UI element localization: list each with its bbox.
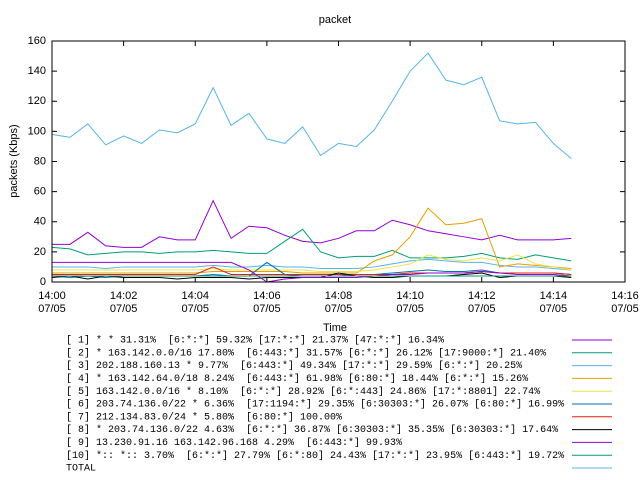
legend-label: [ 1] * * 31.31% [6:*:*] 59.32% [17:*:*] … [66,335,444,347]
x-tick-date: 07/05 [253,303,281,315]
y-tick-label: 140 [28,65,46,77]
x-tick-date: 07/05 [396,303,424,315]
y-tick-label: 40 [34,216,46,228]
y-tick-label: 60 [34,186,46,198]
legend-label: [10] *:: *:: 3.70% [6:*:*] 27.79% [6:*:8… [66,450,564,462]
legend-label: [ 2] * 163.142.0.0/16 17.80% [6:443:*] 3… [66,347,546,359]
series-line [52,199,572,248]
series-line [52,258,572,271]
series-line [52,261,572,283]
x-tick-label: 14:04 [181,290,209,302]
legend-label: TOTAL [66,464,96,475]
y-axis-label: packets (Kbps) [8,124,20,197]
x-tick-date: 07/05 [325,303,353,315]
y-tick-label: 80 [34,155,46,167]
x-tick-label: 14:14 [540,290,568,302]
y-tick-label: 160 [28,35,46,47]
legend-label: [ 6] 203.74.136.0/22 * 6.36% [17:1194:*]… [66,399,564,411]
x-axis-label: Time [323,322,347,334]
legend-label: [ 7] 212.134.83.0/24 * 5.80% [6:80:*] 10… [66,411,342,423]
series-line [52,207,572,274]
y-tick-label: 120 [28,95,46,107]
x-tick-date: 07/05 [468,303,496,315]
x-tick-label: 14:10 [396,290,424,302]
x-tick-label: 14:12 [468,290,496,302]
chart-title: packet [319,14,351,26]
y-tick-label: 100 [28,125,46,137]
series-line [51,228,572,262]
x-tick-label: 14:02 [110,290,138,302]
legend-label: [ 5] 163.142.0.0/16 * 8.10% [6:*:*] 28.9… [66,386,540,398]
x-tick-date: 07/05 [611,303,639,315]
x-tick-label: 14:00 [38,290,66,302]
x-tick-label: 14:08 [325,290,353,302]
plot-border [51,40,626,283]
series-line [52,254,572,272]
legend-label: [ 8] * 203.74.136.0/22 4.63% [6:*:*] 36.… [66,424,558,436]
x-tick-label: 14:16 [611,290,639,302]
y-tick-label: 20 [34,246,46,258]
x-tick-date: 07/05 [540,303,568,315]
x-tick-date: 07/05 [110,303,138,315]
x-tick-label: 14:06 [253,290,281,302]
y-tick-label: 0 [40,276,46,288]
legend-label: [ 9] 13.230.91.16 163.142.96.168 4.29% [… [66,437,402,449]
series-line [51,52,572,159]
x-tick-date: 07/05 [38,303,66,315]
legend-label: [ 3] 202.188.160.13 * 9.77% [6:443:*] 49… [66,360,522,372]
legend-label: [ 4] * 163.142.64.0/18 8.24% [6:443:*] 6… [66,373,528,385]
x-tick-date: 07/05 [181,303,209,315]
